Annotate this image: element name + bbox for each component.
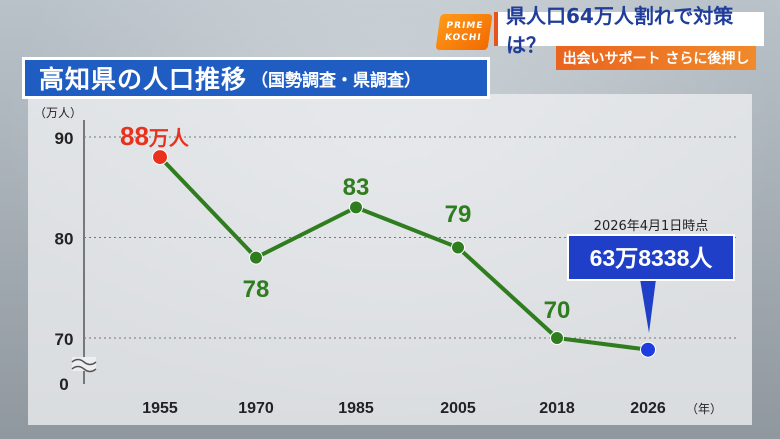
data-point: [550, 331, 564, 345]
axis-break-mark: [71, 358, 97, 373]
y-axis-unit: （万人）: [34, 106, 82, 120]
callout-pointer: [640, 279, 656, 333]
headline-telop: 県人口64万人割れで対策は？: [494, 4, 764, 57]
y-tick-label: 80: [55, 230, 74, 249]
data-point: [451, 240, 465, 255]
data-label: 63万8338人: [590, 245, 714, 271]
chart-title: 高知県の人口推移: [39, 65, 248, 94]
data-label: 83: [343, 174, 370, 201]
data-label: 70: [544, 297, 571, 324]
subheadline-telop: 出会いサポート さらに後押し: [556, 46, 756, 70]
data-label: 78: [243, 276, 270, 303]
x-tick-label: 1985: [338, 400, 374, 417]
x-axis-unit: （年）: [686, 402, 722, 416]
data-label: 79: [445, 201, 472, 228]
chart-subtitle: （国勢調査・県調査）: [251, 70, 422, 91]
data-point: [640, 341, 656, 358]
data-point: [249, 250, 263, 265]
y-tick-label: 0: [59, 375, 68, 394]
data-point: [349, 200, 363, 215]
series-line: [158, 155, 649, 352]
axis-break-gap: [72, 357, 96, 371]
x-tick-label: 2026: [630, 400, 666, 417]
x-tick-label: 1955: [142, 400, 178, 417]
x-tick-label: 1970: [238, 400, 274, 417]
callout-box: [567, 234, 735, 281]
y-tick-label: 90: [55, 129, 74, 148]
y-tick-label: 70: [55, 330, 74, 349]
x-tick-label: 2018: [539, 400, 575, 417]
x-tick-label: 2005: [440, 400, 476, 417]
data-label: 88万人: [120, 121, 190, 151]
data-point: [152, 149, 168, 166]
chart-title-box: 高知県の人口推移 （国勢調査・県調査）: [22, 57, 490, 99]
annotation-text: 2026年4月1日時点: [594, 219, 709, 234]
